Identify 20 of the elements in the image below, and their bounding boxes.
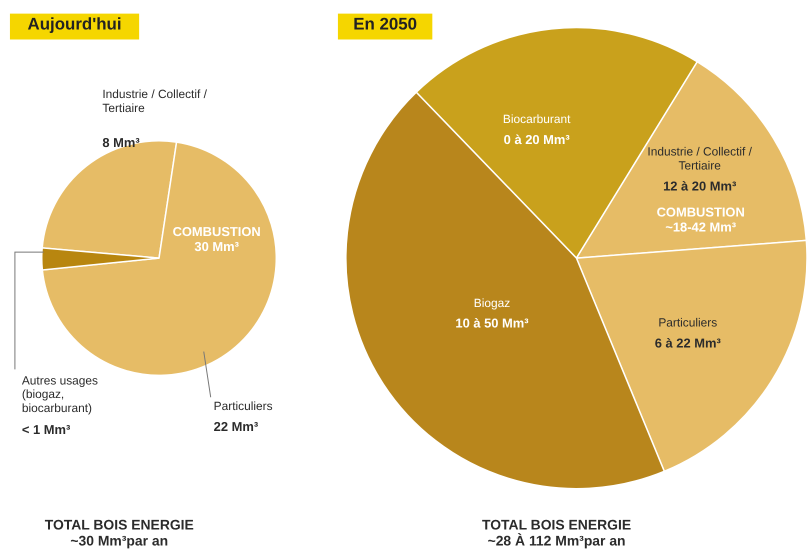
text: COMBUSTION ~18-42 Mm³ — [656, 204, 745, 234]
text: 8 Mm³ — [102, 134, 140, 150]
slice-label: Industrie / Collectif / Tertiaire — [647, 144, 753, 173]
slice-label: Particuliers — [658, 316, 718, 330]
text: 0 à 20 Mm³ — [504, 132, 570, 147]
slice-label: Autres usages (biogaz, biocarburant) — [22, 373, 98, 416]
text: 6 à 22 Mm³ — [654, 336, 722, 351]
chart-title: Aujourd'hui — [28, 14, 122, 34]
text: 22 Mm³ — [214, 419, 259, 434]
slice-label: Particuliers — [214, 399, 273, 414]
slice-label: Biocarburant — [502, 112, 572, 126]
text: TOTAL BOIS ENERGIE ~30 Mm³par an — [44, 516, 194, 548]
chart-title: En 2050 — [353, 14, 418, 34]
text: 12 à 20 Mm³ — [663, 178, 737, 194]
slice-label: Biogaz — [474, 296, 510, 310]
text: COMBUSTION 30 Mm³ — [172, 224, 261, 254]
text: TOTAL BOIS ENERGIE ~28 À 112 Mm³par an — [482, 516, 632, 548]
slice-label: Industrie / Collectif / Tertiaire — [102, 87, 208, 116]
text: < 1 Mm³ — [22, 422, 71, 438]
text: 10 à 50 Mm³ — [455, 316, 530, 331]
